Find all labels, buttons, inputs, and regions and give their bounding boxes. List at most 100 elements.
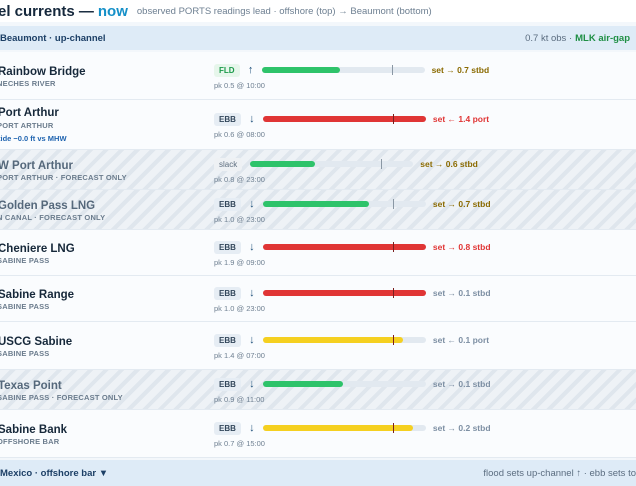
phase-badge: EBB	[214, 286, 241, 300]
speed-track	[262, 242, 426, 252]
peak-time: pk 1.9 @ 09:00	[214, 258, 265, 267]
speed-track	[250, 159, 414, 169]
peak-marker	[393, 114, 395, 124]
station-area: SABINE PASS	[0, 256, 50, 265]
speed-track	[262, 199, 426, 209]
speed-bar	[262, 244, 426, 250]
set-label: set → 0.8 stbd	[432, 242, 491, 252]
speed-bar	[262, 201, 369, 207]
header: el currents — now observed PORTS reading…	[0, 0, 636, 22]
speed-bar	[261, 67, 340, 73]
station-area: SABINE PASS	[0, 302, 50, 311]
station-area: SABINE PASS	[0, 349, 50, 358]
station-name: Sabine Range	[0, 289, 75, 301]
set-label: set → 0.6 stbd	[420, 159, 478, 169]
direction-arrow: ↓	[249, 198, 255, 210]
peak-time: pk 0.7 @ 15:00	[214, 439, 265, 448]
footer-bar: Mexico · offshore bar ▼ flood sets up-ch…	[0, 460, 636, 486]
speed-bar	[262, 290, 426, 296]
station-name: Rainbow Bridge	[0, 66, 86, 78]
station-area: NECHES RIVER	[0, 79, 56, 88]
set-label: set → 0.2 stbd	[432, 423, 491, 433]
phase-badge: EBB	[214, 333, 241, 347]
station-name: USCG Sabine	[0, 336, 73, 348]
speed-track	[262, 335, 426, 345]
station-name: Cheniere LNG	[0, 243, 75, 255]
station-row: Sabine Bank OFFSHORE BAR EBB ↓ set → 0.2 stb…	[0, 410, 636, 458]
station-area: SABINE PASS · FORECAST ONLY	[0, 393, 123, 402]
set-label: set → 0.1 stbd	[432, 379, 491, 389]
direction-arrow: ↑	[247, 64, 254, 76]
direction-arrow: ↓	[249, 378, 255, 390]
peak-marker	[391, 65, 393, 75]
peak-marker	[380, 159, 382, 169]
phase-badge: EBB	[214, 421, 241, 435]
station-row: W Port Arthur PORT ARTHUR · FORECAST ONLY…	[0, 150, 636, 190]
peak-time: pk 0.9 @ 11:00	[214, 395, 265, 404]
station-row: USCG Sabine SABINE PASS EBB ↓ set ← 0.1 port…	[0, 322, 636, 370]
subtitle: observed PORTS readings lead · offshore …	[136, 5, 432, 17]
phase-badge: slack	[214, 157, 243, 171]
speed-track	[261, 65, 425, 75]
peak-marker	[393, 242, 395, 252]
station-area: OFFSHORE BAR	[0, 437, 60, 446]
station-name: Golden Pass LNG	[0, 200, 96, 212]
phase-badge: EBB	[214, 377, 241, 391]
station-area: N CANAL · FORECAST ONLY	[0, 213, 106, 222]
speed-track	[262, 381, 426, 387]
station-name: Texas Point	[0, 380, 62, 392]
section-label[interactable]: Beaumont · up-channel	[0, 32, 106, 44]
peak-marker	[393, 335, 395, 345]
set-label: set ← 0.1 port	[432, 335, 490, 345]
peak-time: pk 1.0 @ 23:00	[214, 215, 265, 224]
current-control: FLD ↑ set → 0.7 stbd	[214, 63, 489, 77]
peak-time: pk 1.0 @ 23:00	[214, 304, 265, 313]
direction-arrow: ↓	[249, 113, 255, 125]
peak-time: pk 0.6 @ 08:00	[214, 130, 265, 139]
air-gap-link[interactable]: MLK air-gap	[575, 32, 630, 44]
current-control: EBB ↓ set → 0.8 stbd	[214, 240, 491, 254]
obs: 0.7 kt obs ·	[525, 32, 573, 44]
station-row: Rainbow Bridge NECHES RIVER FLD ↑ set → 0.7 …	[0, 52, 636, 100]
current-control: EBB ↓ set ← 0.1 port	[214, 333, 489, 347]
station-area: PORT ARTHUR	[0, 121, 54, 130]
direction-arrow: ↓	[249, 334, 255, 346]
tide-note: tide −0.0 ft vs MHW	[0, 134, 67, 143]
station-row: Cheniere LNG SABINE PASS EBB ↓ set → 0.8 stb…	[0, 230, 636, 276]
station-area: PORT ARTHUR · FORECAST ONLY	[0, 173, 127, 182]
current-control: EBB ↓ set ← 1.4 port	[214, 112, 489, 126]
current-control: EBB ↓ set → 0.2 stbd	[214, 421, 491, 435]
current-control: slack set → 0.6 stbd	[214, 157, 478, 171]
station-row: Texas Point SABINE PASS · FORECAST ONLY EB…	[0, 370, 636, 410]
speed-bar	[262, 381, 343, 387]
station-row: Port Arthur PORT ARTHUR tide −0.0 ft vs MH…	[0, 100, 636, 150]
phase-badge: EBB	[214, 197, 241, 211]
current-control: EBB ↓ set → 0.1 stbd	[214, 286, 491, 300]
station-name: Port Arthur	[0, 107, 59, 119]
title: el currents —	[0, 2, 94, 20]
footer-legend: flood sets up-channel ↑ · ebb sets to	[483, 467, 636, 479]
phase-badge: EBB	[214, 240, 241, 254]
phase-badge: EBB	[214, 112, 241, 126]
phase-badge: FLD	[214, 63, 240, 77]
speed-bar	[262, 116, 426, 122]
station-name: Sabine Bank	[0, 424, 68, 436]
station-row: Sabine Range SABINE PASS EBB ↓ set → 0.1 stb…	[0, 276, 636, 322]
speed-track	[262, 288, 426, 298]
set-label: set → 0.1 stbd	[432, 288, 491, 298]
peak-marker	[393, 199, 395, 209]
set-label: set ← 1.4 port	[432, 114, 490, 124]
speed-bar	[250, 161, 316, 167]
current-control: EBB ↓ set → 0.1 stbd	[214, 377, 491, 391]
footer-label[interactable]: Mexico · offshore bar ▼	[0, 467, 109, 479]
station-row: Golden Pass LNG N CANAL · FORECAST ONLY EB…	[0, 190, 636, 230]
station-name: W Port Arthur	[0, 160, 73, 172]
peak-time: pk 1.4 @ 07:00	[214, 351, 265, 360]
speed-bar	[262, 337, 404, 343]
peak-time: pk 0.8 @ 23:00	[214, 175, 265, 184]
section-bar: Beaumont · up-channel 0.7 kt obs · MLK ai…	[0, 26, 636, 50]
now-label: now	[97, 2, 128, 20]
speed-track	[262, 114, 426, 124]
direction-arrow: ↓	[249, 422, 255, 434]
